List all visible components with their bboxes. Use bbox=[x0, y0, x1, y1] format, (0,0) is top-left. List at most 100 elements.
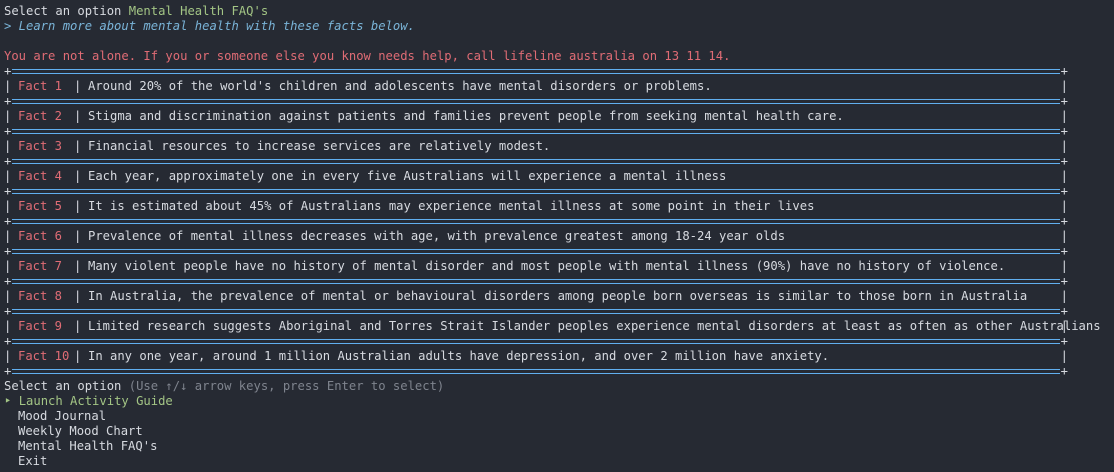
border-corner: + bbox=[1060, 274, 1068, 288]
cell-separator: | bbox=[4, 349, 12, 363]
table-row: | | | Fact 6 Prevalence of mental illness de… bbox=[4, 229, 1068, 244]
header-line: Select an option Mental Health FAQ's bbox=[4, 4, 1114, 19]
border-corner: + bbox=[4, 334, 12, 348]
cell-separator: | bbox=[4, 109, 12, 123]
cell-separator: | bbox=[74, 109, 82, 123]
fact-label: Fact 3 bbox=[18, 139, 63, 153]
border-corner: + bbox=[1060, 244, 1068, 258]
fact-text: Financial resources to increase services… bbox=[88, 139, 551, 153]
table-border: + + bbox=[4, 184, 1068, 199]
subtitle: > Learn more about mental health with th… bbox=[4, 19, 415, 33]
table-row: | | | Fact 1 Around 20% of the world's child… bbox=[4, 79, 1068, 94]
fact-label: Fact 1 bbox=[18, 79, 63, 93]
table-border: + + bbox=[4, 244, 1068, 259]
table-row: | | | Fact 9 Limited research suggests Abori… bbox=[4, 319, 1101, 334]
fact-label: Fact 10 bbox=[18, 349, 70, 363]
cell-separator: | bbox=[4, 319, 12, 333]
fact-text: Stigma and discrimination against patien… bbox=[88, 109, 844, 123]
fact-label: Fact 7 bbox=[18, 259, 63, 273]
cell-separator: | bbox=[1060, 319, 1068, 333]
border-corner: + bbox=[1060, 94, 1068, 108]
menu-item[interactable]: Mood Journal bbox=[4, 409, 1114, 424]
border-rule bbox=[12, 129, 1060, 134]
cell-separator: | bbox=[74, 199, 82, 213]
table-border: + + bbox=[4, 304, 1068, 319]
cell-separator: | bbox=[4, 289, 12, 303]
border-corner: + bbox=[1060, 334, 1068, 348]
border-corner: + bbox=[1060, 124, 1068, 138]
border-corner: + bbox=[1060, 184, 1068, 198]
table-border: + + bbox=[4, 94, 1068, 109]
cell-separator: | bbox=[1060, 109, 1068, 123]
border-rule bbox=[12, 219, 1060, 224]
fact-label: Fact 4 bbox=[18, 169, 63, 183]
border-corner: + bbox=[4, 154, 12, 168]
menu-item[interactable]: ‣ Launch Activity Guide bbox=[4, 394, 1114, 409]
menu-hint: (Use ↑/↓ arrow keys, press Enter to sele… bbox=[128, 379, 445, 393]
border-corner: + bbox=[1060, 154, 1068, 168]
table-row: | | | Fact 4 Each year, approximately one in… bbox=[4, 169, 1068, 184]
cell-separator: | bbox=[74, 259, 82, 273]
table-row: | | | Fact 10 In any one year, around 1 mill… bbox=[4, 349, 1068, 364]
fact-text: It is estimated about 45% of Australians… bbox=[88, 199, 815, 213]
border-rule bbox=[12, 69, 1060, 74]
fact-text: In Australia, the prevalence of mental o… bbox=[88, 289, 1028, 303]
cell-separator: | bbox=[4, 229, 12, 243]
border-corner: + bbox=[4, 124, 12, 138]
table-row: | | | Fact 3 Financial resources to increase… bbox=[4, 139, 1068, 154]
fact-text: Each year, approximately one in every fi… bbox=[88, 169, 727, 183]
cell-separator: | bbox=[74, 229, 82, 243]
menu-item[interactable]: Mental Health FAQ's bbox=[4, 439, 1114, 454]
cell-separator: | bbox=[1060, 289, 1068, 303]
fact-text: Limited research suggests Aboriginal and… bbox=[88, 319, 1101, 333]
menu-prompt-line: Select an option (Use ↑/↓ arrow keys, pr… bbox=[4, 379, 1114, 394]
table-border: + + bbox=[4, 334, 1068, 349]
table-border: + + bbox=[4, 64, 1068, 79]
border-rule bbox=[12, 249, 1060, 254]
fact-text: In any one year, around 1 million Austra… bbox=[88, 349, 830, 363]
border-corner: + bbox=[4, 94, 12, 108]
menu-item[interactable]: Weekly Mood Chart bbox=[4, 424, 1114, 439]
fact-text: Around 20% of the world's children and a… bbox=[88, 79, 712, 93]
fact-text: Prevalence of mental illness decreases w… bbox=[88, 229, 786, 243]
cell-separator: | bbox=[1060, 229, 1068, 243]
menu-list: ‣ Launch Activity Guide Mood Journal Weekl… bbox=[4, 394, 1114, 469]
cell-separator: | bbox=[4, 79, 12, 93]
border-rule bbox=[12, 339, 1060, 344]
cell-separator: | bbox=[1060, 139, 1068, 153]
prompt-label: Select an option bbox=[4, 4, 122, 18]
terminal-window: Select an option Mental Health FAQ's > L… bbox=[4, 4, 1114, 469]
table-border: + + bbox=[4, 214, 1068, 229]
cell-separator: | bbox=[74, 349, 82, 363]
cell-separator: | bbox=[1060, 199, 1068, 213]
border-corner: + bbox=[4, 274, 12, 288]
cell-separator: | bbox=[1060, 349, 1068, 363]
facts-table: + + | | | Fact 1 Around 20% of the world's chi… bbox=[4, 64, 1114, 379]
table-row: | | | Fact 7 Many violent people have no his… bbox=[4, 259, 1068, 274]
fact-label: Fact 6 bbox=[18, 229, 63, 243]
table-border: + + bbox=[4, 364, 1068, 379]
border-corner: + bbox=[1060, 214, 1068, 228]
menu-item-label: Weekly Mood Chart bbox=[18, 424, 143, 438]
helpline-message: You are not alone. If you or someone els… bbox=[4, 49, 731, 63]
border-rule bbox=[12, 309, 1060, 314]
cell-separator: | bbox=[74, 289, 82, 303]
selected-option: Mental Health FAQ's bbox=[128, 4, 269, 18]
fact-label: Fact 8 bbox=[18, 289, 63, 303]
fact-label: Fact 2 bbox=[18, 109, 63, 123]
cell-separator: | bbox=[74, 139, 82, 153]
cell-separator: | bbox=[4, 199, 12, 213]
menu-item[interactable]: Exit bbox=[4, 454, 1114, 469]
table-row: | | | Fact 5 It is estimated about 45% of Au… bbox=[4, 199, 1068, 214]
border-corner: + bbox=[4, 64, 12, 78]
cell-separator: | bbox=[74, 79, 82, 93]
border-rule bbox=[12, 159, 1060, 164]
cell-separator: | bbox=[1060, 79, 1068, 93]
cell-separator: | bbox=[1060, 169, 1068, 183]
border-corner: + bbox=[1060, 364, 1068, 378]
table-border: + + bbox=[4, 154, 1068, 169]
border-corner: + bbox=[1060, 64, 1068, 78]
border-rule bbox=[12, 99, 1060, 104]
table-row: | | | Fact 2 Stigma and discrimination again… bbox=[4, 109, 1068, 124]
fact-label: Fact 9 bbox=[18, 319, 63, 333]
